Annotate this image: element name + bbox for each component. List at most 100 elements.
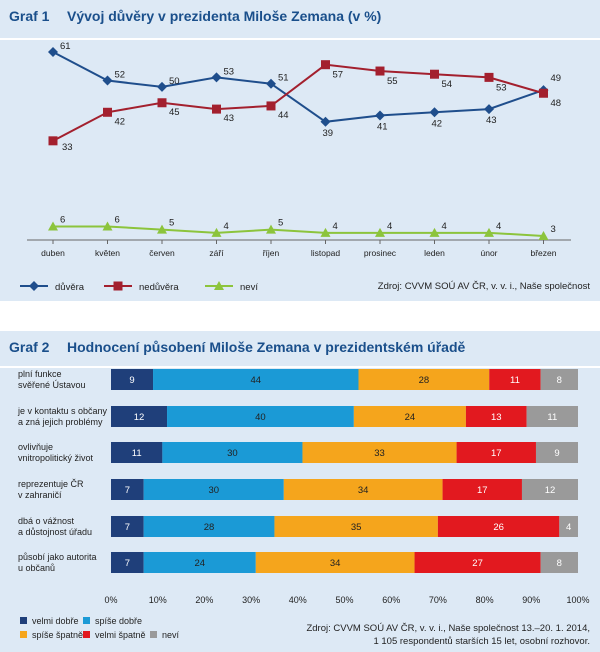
legend-label: důvěra bbox=[55, 282, 85, 293]
data-label: 41 bbox=[377, 121, 388, 132]
bar-segment bbox=[111, 516, 144, 537]
series-line bbox=[53, 225, 544, 237]
bar-segment bbox=[526, 406, 578, 427]
graph2-heading: Graf 2 Hodnocení působení Miloše Zemana v… bbox=[9, 339, 465, 355]
x-tick-label: září bbox=[209, 248, 224, 258]
bar-value-label: 33 bbox=[374, 448, 385, 459]
data-label: 54 bbox=[442, 79, 453, 90]
x-tick-label: říjen bbox=[263, 248, 280, 258]
x-tick-label: 70% bbox=[429, 595, 447, 605]
bar-value-label: 13 bbox=[491, 412, 502, 423]
x-tick-label: 50% bbox=[335, 595, 353, 605]
bar-segment bbox=[489, 369, 541, 390]
data-point bbox=[429, 227, 440, 237]
bar-segment bbox=[353, 406, 466, 427]
x-tick-label: 30% bbox=[242, 595, 260, 605]
x-tick-label: 40% bbox=[289, 595, 307, 605]
bar-value-label: 28 bbox=[204, 522, 215, 533]
bar-segment bbox=[111, 552, 144, 573]
data-point bbox=[212, 104, 221, 114]
legend-label: velmi špatně bbox=[95, 630, 146, 640]
data-point bbox=[157, 81, 167, 92]
legend-swatch bbox=[150, 631, 157, 638]
data-point bbox=[266, 78, 276, 89]
data-point bbox=[211, 72, 222, 83]
data-point bbox=[48, 136, 58, 146]
bar-segment bbox=[437, 516, 560, 537]
data-point bbox=[48, 221, 58, 231]
data-label: 4 bbox=[224, 221, 229, 232]
data-label: 4 bbox=[442, 221, 447, 232]
bar-segment bbox=[358, 369, 490, 390]
x-tick-label: 0% bbox=[104, 595, 117, 605]
category-label: dbá o vážnost a důstojnost úřadu bbox=[18, 516, 92, 537]
graph1-title-rule bbox=[0, 38, 600, 40]
bar-value-label: 40 bbox=[255, 412, 266, 423]
legend: důvěra nedůvěra neví bbox=[20, 281, 258, 293]
data-point bbox=[266, 101, 276, 111]
bar-value-label: 35 bbox=[351, 522, 362, 533]
bar-value-label: 11 bbox=[132, 448, 142, 459]
bar-segment bbox=[540, 369, 578, 390]
data-label: 43 bbox=[224, 113, 235, 124]
x-tick-label: červen bbox=[149, 248, 175, 258]
bar-value-label: 24 bbox=[194, 558, 205, 569]
data-label: 43 bbox=[486, 115, 497, 126]
bar-segment bbox=[111, 406, 168, 427]
bar-value-label: 7 bbox=[125, 522, 130, 533]
bar-segment bbox=[465, 406, 527, 427]
x-tick-label: 20% bbox=[195, 595, 213, 605]
bar-segment bbox=[143, 516, 275, 537]
data-label: 49 bbox=[551, 73, 562, 84]
data-point bbox=[320, 116, 331, 127]
bar-segment bbox=[283, 479, 443, 500]
data-point bbox=[211, 227, 222, 237]
series-line bbox=[52, 51, 544, 123]
legend-swatch bbox=[83, 631, 90, 638]
legend-item: spíše dobře bbox=[83, 616, 142, 626]
data-label: 44 bbox=[278, 110, 289, 121]
trust-line-chart: Zdroj: CVVM SOÚ AV ČR, v. v. i., Naše sp… bbox=[20, 41, 590, 293]
x-tick-label: únor bbox=[480, 248, 497, 258]
legend-marker bbox=[29, 281, 39, 291]
data-label: 57 bbox=[333, 70, 344, 81]
bar-value-label: 17 bbox=[491, 448, 502, 459]
data-label: 42 bbox=[432, 118, 443, 129]
graph2-number: Graf 2 bbox=[9, 339, 50, 355]
data-point bbox=[375, 227, 385, 237]
bar-value-label: 12 bbox=[545, 485, 556, 496]
legend-swatch bbox=[20, 631, 27, 638]
bar-segment bbox=[153, 369, 359, 390]
graph1-title: Vývoj důvěry v prezidenta Miloše Zemana … bbox=[67, 8, 382, 24]
data-label: 4 bbox=[496, 221, 501, 232]
legend-marker bbox=[214, 281, 224, 290]
data-label: 39 bbox=[323, 128, 334, 139]
series-nedůvěra: 33 42 45 43 44 57 55 54 53 48 bbox=[48, 60, 561, 153]
data-label: 53 bbox=[496, 82, 507, 93]
x-tick-label: květen bbox=[95, 248, 120, 258]
legend-item: nedůvěra bbox=[104, 281, 179, 293]
bar-value-label: 8 bbox=[557, 375, 562, 386]
data-point bbox=[157, 224, 167, 234]
bar-segment bbox=[162, 442, 303, 463]
data-label: 52 bbox=[115, 70, 126, 81]
legend-label: velmi dobře bbox=[32, 616, 79, 626]
graph2-panel: Graf 2 Hodnocení působení Miloše Zemana v… bbox=[0, 331, 600, 652]
graph2-title: Hodnocení působení Miloše Zemana v prezi… bbox=[67, 339, 466, 355]
bar-segment bbox=[111, 369, 154, 390]
data-point bbox=[484, 227, 494, 237]
data-point bbox=[102, 75, 113, 86]
bar-segment bbox=[143, 552, 256, 573]
data-point bbox=[103, 107, 112, 117]
graph2-title-rule bbox=[0, 366, 600, 368]
legend-swatch bbox=[83, 617, 90, 624]
data-label: 3 bbox=[551, 224, 556, 235]
x-tick-label: 80% bbox=[476, 595, 494, 605]
data-point bbox=[375, 66, 385, 76]
legend-item: spíše špatně bbox=[20, 630, 83, 640]
category-label: ovlivňuje vnitropolitický život bbox=[18, 442, 94, 463]
bar-value-label: 30 bbox=[227, 448, 238, 459]
data-label: 5 bbox=[169, 218, 174, 229]
bar-segment bbox=[535, 442, 578, 463]
x-tick-label: březen bbox=[531, 248, 557, 258]
